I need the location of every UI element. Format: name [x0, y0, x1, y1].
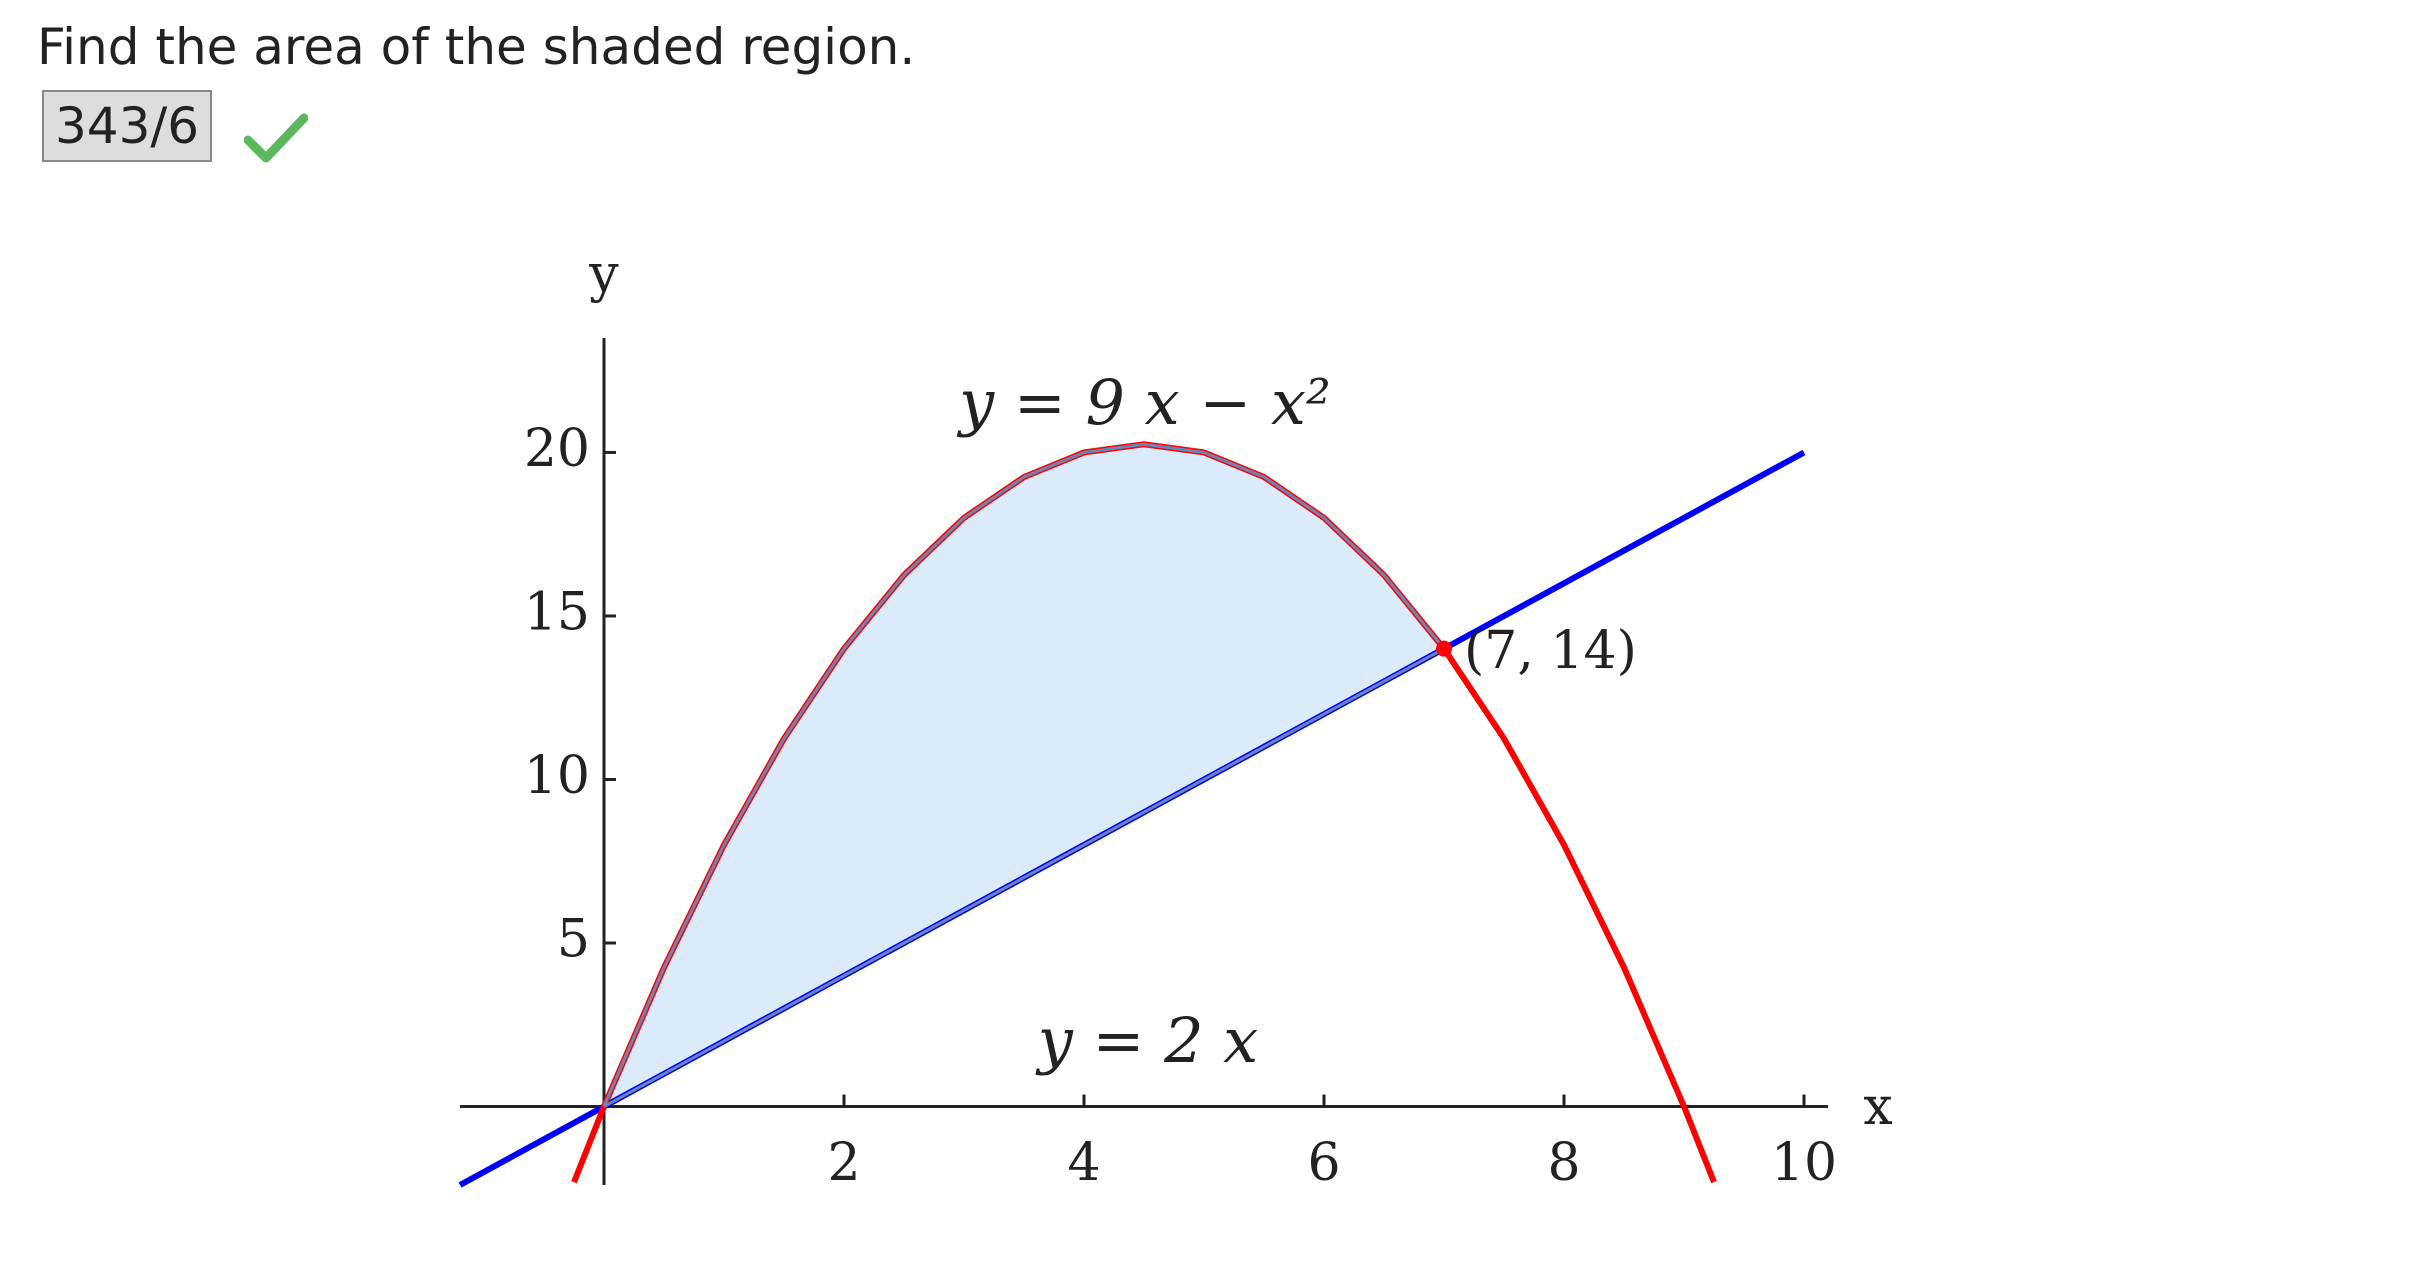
- check-icon: [244, 113, 308, 163]
- curve-label: y = 2 x: [1035, 1004, 1259, 1077]
- shaded-edge: [602, 442, 1446, 1108]
- x-tick-label: 4: [1067, 1133, 1100, 1193]
- y-tick-label: 20: [524, 419, 590, 479]
- x-tick-label: 6: [1307, 1133, 1340, 1193]
- y-tick-label: 15: [524, 582, 590, 642]
- shaded-region: [604, 444, 1444, 1107]
- y-tick-label: 5: [557, 910, 590, 970]
- shaded-edge: [603, 647, 1445, 1108]
- point-label: (7, 14): [1464, 621, 1637, 681]
- question: Find the area of the shaded region.: [37, 18, 916, 76]
- y-axis-label: y: [588, 245, 619, 305]
- x-tick-label: 8: [1547, 1133, 1580, 1193]
- answer-box[interactable]: 343/6: [42, 90, 212, 162]
- x-tick-label: 10: [1771, 1133, 1837, 1193]
- x-tick-label: 2: [827, 1133, 860, 1193]
- y-tick-label: 10: [524, 746, 590, 806]
- x-axis-label: x: [1863, 1077, 1892, 1137]
- intersection-point: [1436, 640, 1452, 657]
- curve-label: y = 9 x − x²: [956, 366, 1331, 439]
